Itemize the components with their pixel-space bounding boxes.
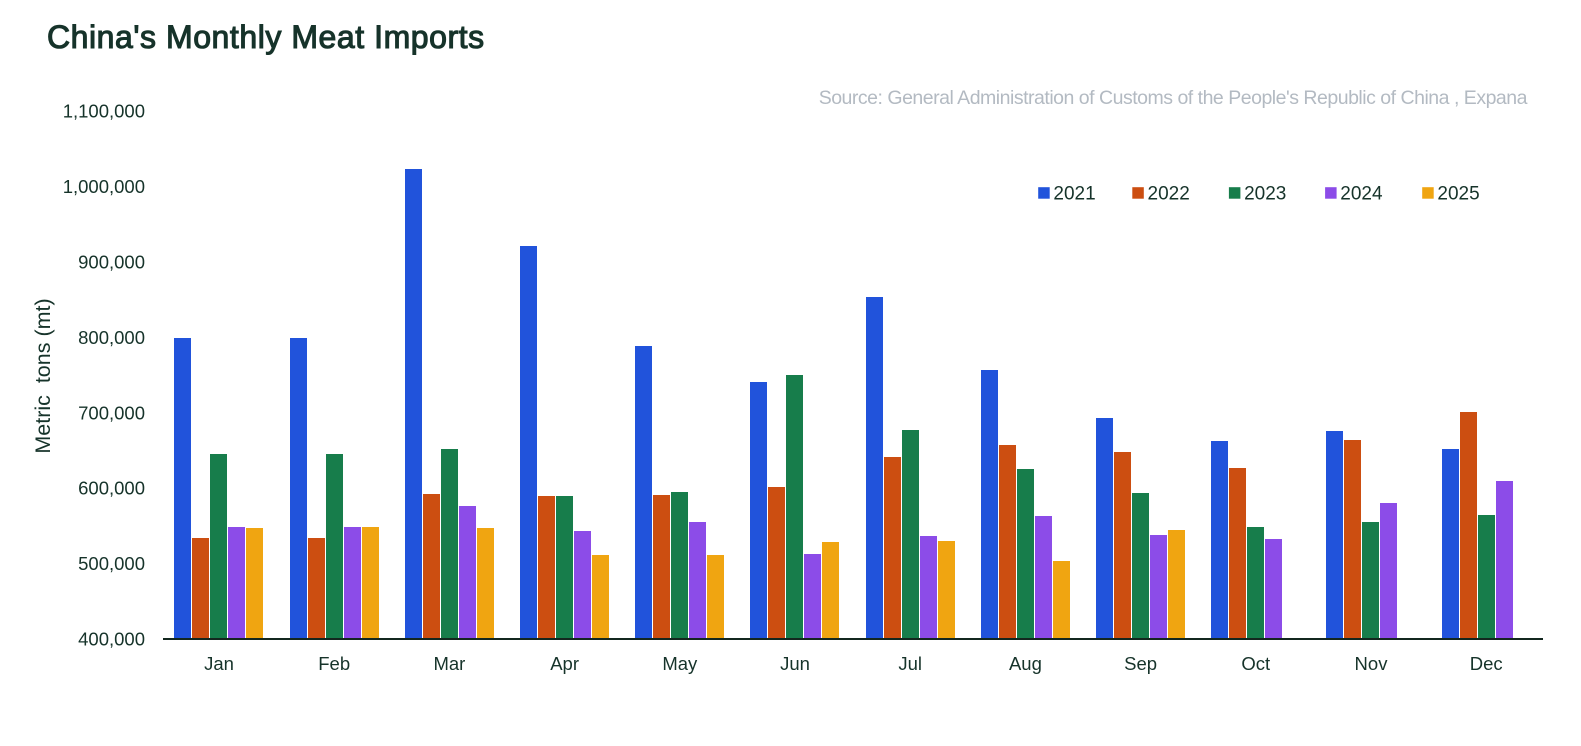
svg-text:Nov: Nov [1355, 653, 1389, 674]
svg-text:2025: 2025 [1437, 184, 1479, 205]
svg-text:Aug: Aug [1009, 653, 1042, 674]
svg-text:600,000: 600,000 [78, 478, 145, 499]
svg-text:May: May [662, 653, 698, 674]
svg-text:Jul: Jul [898, 653, 922, 674]
svg-text:2021: 2021 [1053, 184, 1095, 205]
svg-text:800,000: 800,000 [78, 327, 145, 348]
svg-text:2022: 2022 [1148, 184, 1190, 205]
svg-text:Sep: Sep [1124, 653, 1157, 674]
svg-text:1,000,000: 1,000,000 [63, 176, 145, 197]
svg-text:Dec: Dec [1470, 653, 1503, 674]
svg-text:Feb: Feb [318, 653, 350, 674]
svg-text:2023: 2023 [1244, 184, 1286, 205]
svg-text:Jan: Jan [204, 653, 234, 674]
svg-text:900,000: 900,000 [78, 252, 145, 273]
svg-text:Metric tons (mt): Metric tons (mt) [31, 298, 55, 453]
svg-text:Mar: Mar [433, 653, 465, 674]
svg-text:Oct: Oct [1241, 653, 1270, 674]
svg-text:Jun: Jun [780, 653, 810, 674]
svg-text:2024: 2024 [1340, 184, 1383, 205]
svg-text:500,000: 500,000 [78, 553, 145, 574]
svg-text:700,000: 700,000 [78, 402, 145, 423]
svg-text:400,000: 400,000 [78, 629, 145, 650]
svg-text:Apr: Apr [550, 653, 579, 674]
svg-text:1,100,000: 1,100,000 [63, 101, 145, 122]
